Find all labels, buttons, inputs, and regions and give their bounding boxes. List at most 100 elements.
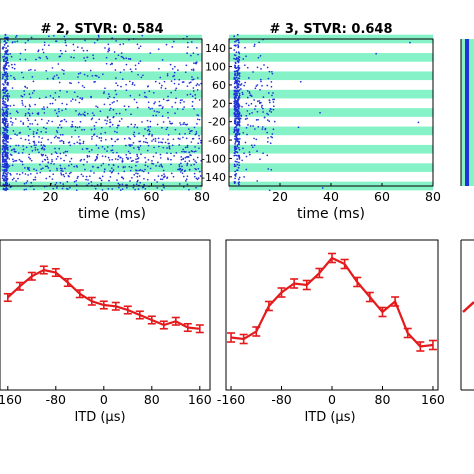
spike [193, 62, 195, 65]
spike [85, 178, 87, 181]
spike [33, 168, 35, 170]
spike [62, 72, 65, 75]
spike [3, 86, 5, 89]
spike [59, 49, 62, 52]
spike [104, 119, 106, 122]
spike [76, 177, 79, 179]
spike [133, 84, 136, 86]
spike [29, 105, 31, 108]
spike [78, 126, 81, 128]
spike [269, 101, 271, 104]
spike [6, 72, 9, 75]
spike [55, 181, 58, 184]
spike [26, 117, 29, 120]
spike [24, 112, 27, 115]
spike [23, 90, 26, 92]
spike [246, 96, 249, 99]
spike [238, 80, 241, 83]
spike [73, 91, 76, 94]
spike [5, 95, 7, 98]
spike [196, 178, 199, 181]
spike [90, 128, 93, 131]
spike [63, 69, 65, 72]
spike [116, 99, 119, 102]
spike [82, 49, 85, 52]
spike [4, 53, 6, 55]
spike [183, 150, 185, 153]
spike [3, 71, 6, 74]
spike [152, 114, 155, 117]
spike [22, 122, 25, 124]
spike [189, 93, 192, 96]
spike [33, 188, 35, 191]
spike [28, 169, 31, 172]
spike [59, 182, 62, 184]
spike [10, 117, 12, 119]
spike [125, 63, 128, 66]
spike [253, 99, 256, 101]
spike [76, 95, 79, 98]
spike [168, 147, 171, 150]
spike [98, 118, 101, 121]
spike [19, 52, 22, 55]
spike [245, 55, 247, 58]
spike [132, 186, 135, 189]
spike [256, 66, 259, 69]
spike [252, 125, 254, 127]
spike [9, 105, 12, 107]
spike [193, 175, 196, 178]
spike [151, 140, 153, 142]
spike [191, 95, 194, 98]
spike [4, 147, 7, 150]
spike [266, 119, 269, 121]
spike [234, 170, 237, 173]
spike [30, 181, 33, 184]
spike [171, 122, 174, 125]
spike [234, 101, 237, 104]
spike [53, 75, 56, 78]
spike [21, 151, 24, 154]
spike [4, 98, 7, 100]
spike [253, 144, 256, 147]
spike [71, 125, 74, 128]
spike [155, 165, 157, 167]
spike [234, 64, 236, 67]
spike [105, 56, 108, 59]
spike [55, 152, 58, 155]
spike [66, 91, 68, 93]
spike [75, 179, 78, 182]
x-tick-label: -160 [217, 392, 245, 407]
raster-1-spikes [1, 33, 203, 192]
tuning-line [7, 268, 200, 330]
spike [254, 87, 257, 90]
spike [56, 115, 59, 118]
spike [26, 166, 29, 169]
spike [60, 169, 63, 172]
spike [182, 158, 185, 161]
spike [167, 95, 169, 98]
spike [237, 55, 240, 58]
spike [162, 146, 165, 149]
spike [32, 80, 35, 83]
spike [38, 151, 40, 154]
spike [61, 109, 63, 112]
spike [146, 178, 149, 181]
spike [151, 107, 153, 110]
spike [117, 158, 119, 161]
spike [56, 131, 59, 134]
spike [100, 132, 102, 135]
spike [197, 167, 200, 170]
spike [115, 93, 118, 96]
spike [5, 186, 8, 189]
spike [137, 62, 140, 65]
spike [236, 74, 238, 77]
spike [83, 73, 86, 76]
spike [253, 45, 256, 48]
spike [158, 165, 161, 167]
spike [69, 82, 71, 84]
spike [108, 163, 110, 166]
spike [29, 123, 31, 125]
spike [196, 118, 199, 121]
spike [41, 48, 44, 51]
spike [100, 137, 103, 139]
